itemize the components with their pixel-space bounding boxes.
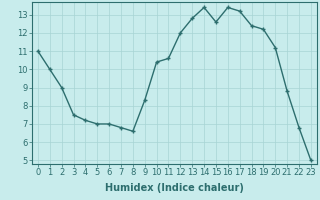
X-axis label: Humidex (Indice chaleur): Humidex (Indice chaleur) <box>105 183 244 193</box>
